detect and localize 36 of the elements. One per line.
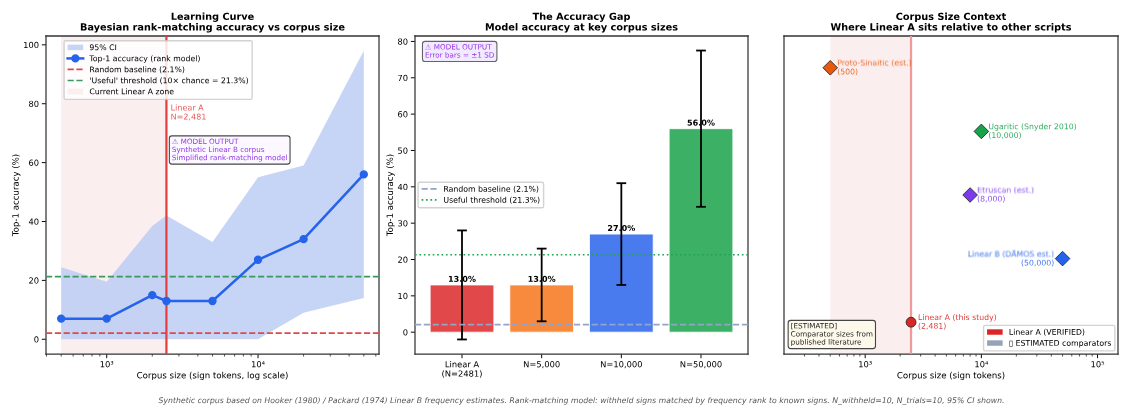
y-axis-title: Top-1 accuracy (%) <box>386 154 395 237</box>
y-tick-label: 30 <box>398 220 408 227</box>
y-tick-label: 10 <box>398 292 408 300</box>
x-tick-label: N=5,000 <box>523 361 560 369</box>
x-tick-label: Linear A (N=2481) <box>442 360 482 378</box>
y-tick-label: 20 <box>398 256 408 263</box>
x-axis-title: Corpus size (sign tokens, log scale) <box>137 371 288 381</box>
bar <box>668 128 734 333</box>
y-tick-label: 70 <box>398 74 408 82</box>
y-tick-label: 80 <box>398 38 408 45</box>
x-axis-title: Corpus size (sign tokens) <box>897 371 1005 381</box>
y-tick-label: 50 <box>398 147 408 154</box>
y-axis-title: Top-1 accuracy (%) <box>12 154 21 237</box>
x-tick-label: N=10,000 <box>600 361 642 369</box>
chart-title: The Accuracy Gap Model accuracy at key corpus sizes <box>485 12 678 33</box>
y-tick-label: 60 <box>29 159 39 166</box>
x-tick-label: 10³ <box>859 361 872 368</box>
y-tick-label: 0 <box>403 329 408 336</box>
y-tick-label: 20 <box>29 277 39 284</box>
x-tick-label: 10⁴ <box>251 361 265 368</box>
y-tick-label: 40 <box>397 183 408 191</box>
y-tick-label: 80 <box>29 100 39 108</box>
bar <box>509 284 574 333</box>
bar <box>589 233 654 333</box>
x-tick-label: 10⁵ <box>1091 361 1105 368</box>
chart-title: Learning Curve Bayesian rank-matching accuracy vs corpus size <box>80 12 345 33</box>
x-tick-label: 10⁴ <box>975 361 989 368</box>
y-tick-label: 40 <box>28 218 39 225</box>
x-tick-label: 10³ <box>100 361 114 368</box>
x-tick-label: N=50,000 <box>680 361 722 369</box>
y-tick-label: 100 <box>24 41 39 49</box>
chart-title: Corpus Size Context Where Linear A sits relative to other scripts <box>830 12 1072 33</box>
y-tick-label: 60 <box>398 111 408 118</box>
bar <box>429 284 495 333</box>
y-tick-label: 0 <box>34 336 39 343</box>
ref-line-label: Linear A N=2,481 <box>171 104 206 121</box>
